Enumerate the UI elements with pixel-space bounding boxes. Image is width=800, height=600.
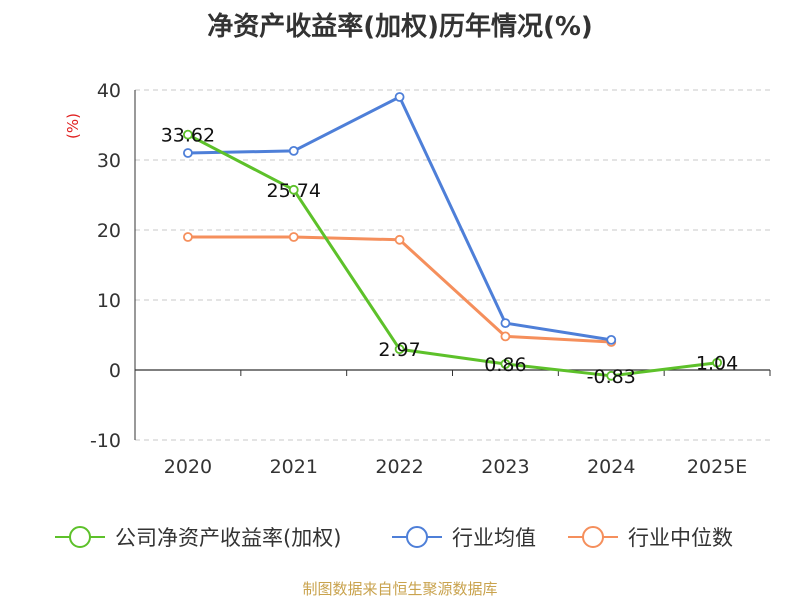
y-tick-label: 10 — [97, 290, 121, 312]
chart-title: 净资产收益率(加权)历年情况(%) — [207, 12, 593, 42]
data-point — [394, 234, 405, 245]
data-point — [183, 232, 193, 242]
legend-marker — [406, 526, 428, 548]
y-tick-label: 30 — [97, 150, 121, 172]
x-tick-label: 2025E — [687, 456, 747, 478]
data-point — [606, 334, 617, 345]
data-label: 25.74 — [267, 180, 321, 202]
data-label: 0.86 — [484, 354, 526, 376]
x-tick-label: 2021 — [270, 456, 318, 478]
data-point — [500, 318, 511, 329]
legend-marker — [582, 526, 604, 548]
data-point — [712, 357, 722, 368]
x-tick-label: 2022 — [375, 456, 423, 478]
y-tick-label: 40 — [97, 80, 121, 102]
data-point — [394, 92, 405, 102]
y-tick-label: 0 — [109, 360, 121, 382]
data-label: 33.62 — [161, 125, 215, 147]
data-point — [500, 359, 511, 369]
x-tick-label: 2020 — [164, 456, 212, 478]
legend-label: 行业均值 — [452, 526, 536, 550]
data-label: 2.97 — [378, 339, 420, 361]
series-line — [187, 235, 612, 344]
data-label: -0.83 — [587, 366, 636, 388]
y-tick-label: -10 — [90, 430, 121, 452]
legend-marker — [69, 526, 91, 548]
y-axis-label: (%) — [64, 113, 82, 139]
data-point — [288, 145, 299, 156]
data-source-note: 制图数据来自恒生聚源数据库 — [302, 580, 498, 598]
series-line — [187, 133, 718, 378]
data-label: 1.04 — [696, 353, 738, 375]
x-tick-label: 2024 — [587, 456, 635, 478]
legend-label: 公司净资产收益率(加权) — [115, 526, 341, 550]
series-line — [187, 95, 612, 342]
data-point — [288, 184, 299, 195]
data-point — [183, 129, 193, 140]
data-point — [606, 370, 617, 381]
data-point — [183, 148, 193, 158]
data-point — [288, 232, 299, 242]
y-tick-label: 20 — [97, 220, 121, 242]
data-point — [394, 344, 405, 355]
data-point — [500, 331, 511, 342]
legend-label: 行业中位数 — [628, 526, 733, 550]
x-tick-label: 2023 — [481, 456, 529, 478]
